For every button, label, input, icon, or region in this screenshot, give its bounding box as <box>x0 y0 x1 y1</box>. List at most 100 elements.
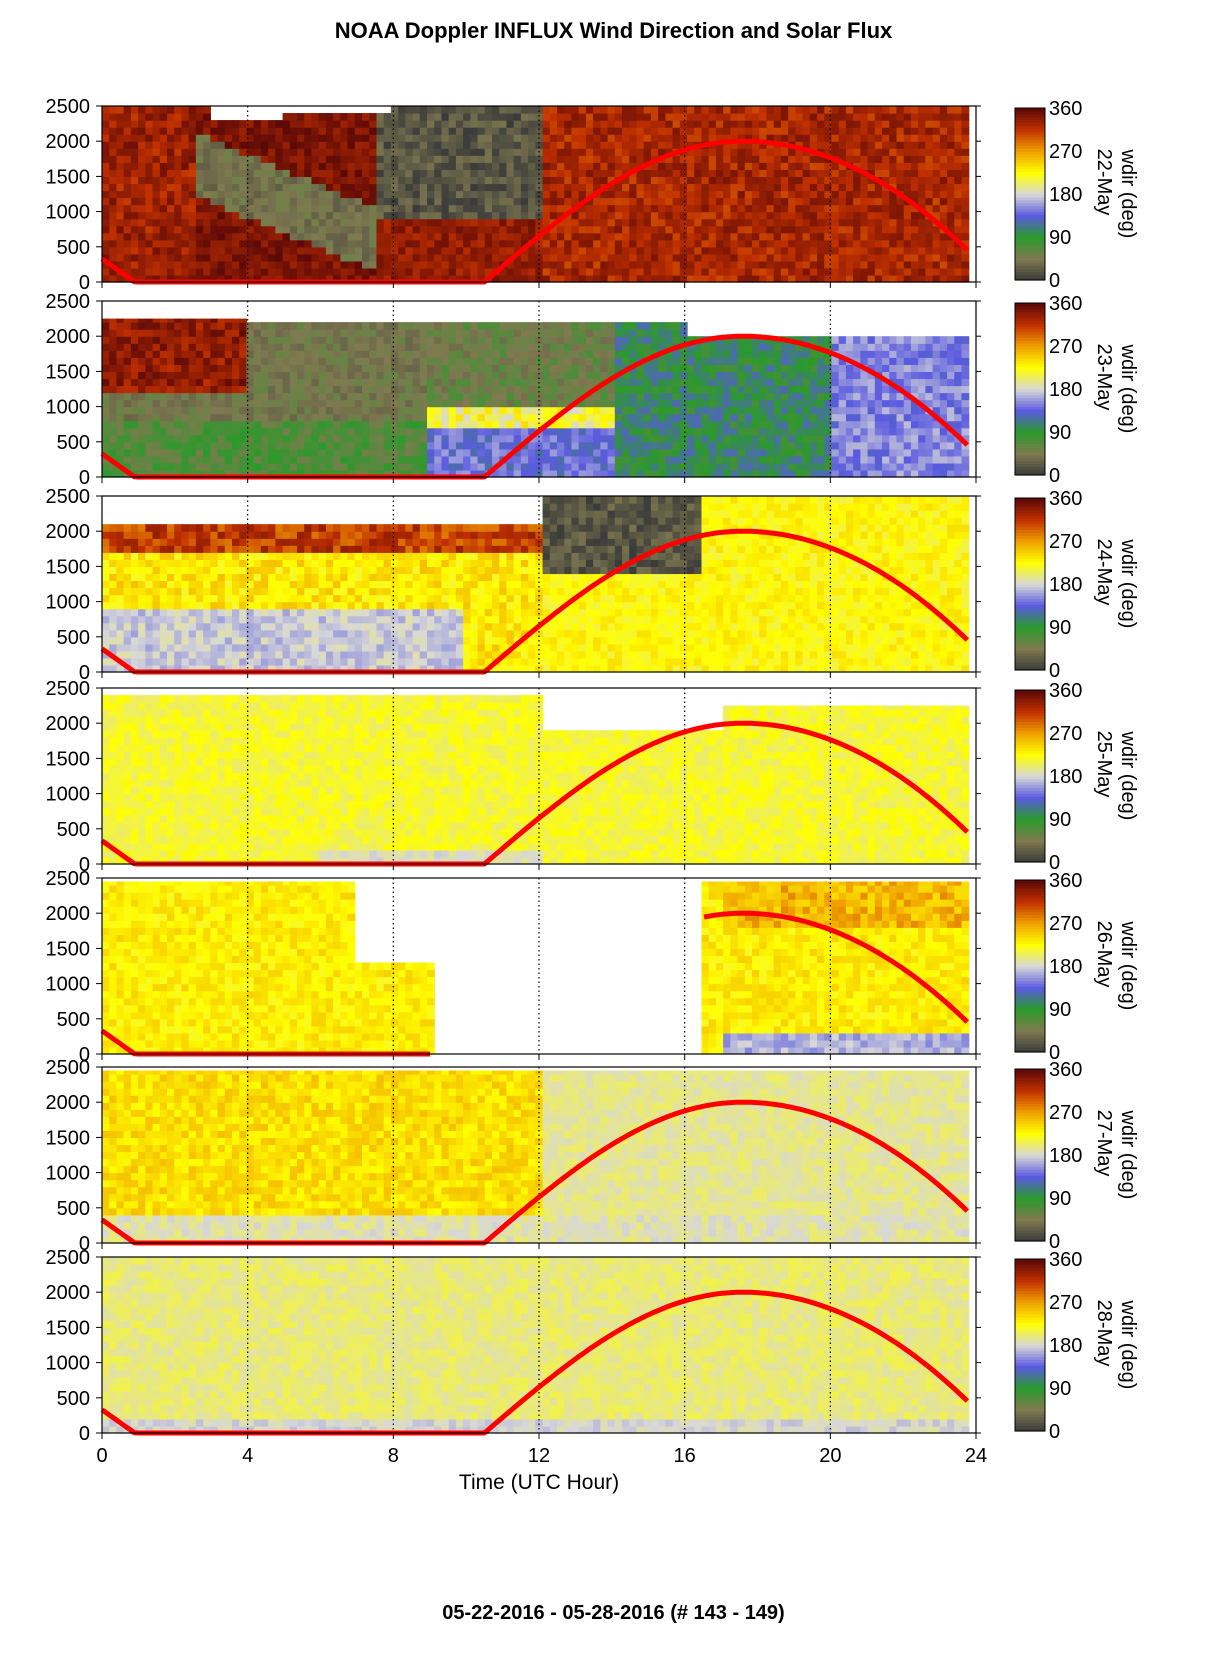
heatmap-cell <box>752 169 760 177</box>
heatmap-cell <box>506 434 515 443</box>
heatmap-cell <box>614 183 623 192</box>
heatmap-cell <box>217 329 226 337</box>
heatmap-cell <box>492 155 500 163</box>
heatmap-cell <box>831 106 840 114</box>
heatmap-cell <box>932 106 941 114</box>
heatmap-cell <box>188 462 197 471</box>
heatmap-cell <box>701 253 710 262</box>
heatmap-cell <box>318 329 327 337</box>
heatmap-cell <box>297 134 305 142</box>
heatmap-cell <box>405 267 414 276</box>
heatmap-cell <box>578 420 587 429</box>
heatmap-cell <box>427 141 435 149</box>
heatmap-cell <box>174 385 183 394</box>
heatmap-cell <box>333 197 341 206</box>
heatmap-cell <box>528 462 536 471</box>
heatmap-cell <box>752 197 760 206</box>
heatmap-cell <box>817 176 825 185</box>
heatmap-cell <box>903 204 912 213</box>
heatmap-cell <box>419 336 428 344</box>
heatmap-cell <box>232 127 240 135</box>
heatmap-cell <box>650 106 659 114</box>
heatmap-cell <box>542 329 551 337</box>
heatmap-cell <box>665 392 674 401</box>
heatmap-cell <box>116 329 125 337</box>
heatmap-cell <box>838 106 847 114</box>
heatmap-cell <box>542 434 551 443</box>
heatmap-cell <box>614 441 623 450</box>
heatmap-cell <box>499 134 508 142</box>
heatmap-cell <box>268 141 276 149</box>
colorbar-tick-label: 0 <box>1049 270 1060 292</box>
heatmap-cell <box>845 183 854 192</box>
heatmap-cell <box>484 364 493 372</box>
heatmap-cell <box>593 274 601 283</box>
heatmap-cell <box>520 336 529 344</box>
colorbar-segment <box>1015 176 1045 181</box>
heatmap-cell <box>773 176 782 185</box>
heatmap-cell <box>492 211 500 220</box>
heatmap-cell <box>925 274 934 283</box>
heatmap-cell <box>773 211 782 220</box>
heatmap-cell <box>903 267 912 276</box>
heatmap-cell <box>715 260 724 269</box>
heatmap-cell <box>578 322 587 330</box>
heatmap-cell <box>622 134 630 142</box>
heatmap-cell <box>405 420 414 429</box>
heatmap-cell <box>636 183 645 192</box>
colorbar-segment <box>1015 165 1045 169</box>
heatmap-cell <box>694 434 703 443</box>
heatmap-cell <box>102 406 110 415</box>
heatmap-cell <box>528 246 536 255</box>
heatmap-cell <box>766 232 775 241</box>
heatmap-cell <box>260 413 269 422</box>
heatmap-cell <box>325 364 334 372</box>
heatmap-cell <box>650 371 659 380</box>
heatmap-cell <box>650 232 659 241</box>
heatmap-cell <box>665 385 674 394</box>
heatmap-cell <box>593 253 601 262</box>
heatmap-cell <box>687 155 695 163</box>
heatmap-cell <box>513 260 522 269</box>
heatmap-cell <box>470 378 479 387</box>
heatmap-cell <box>571 385 580 394</box>
heatmap-cell <box>333 462 341 471</box>
heatmap-cell <box>188 260 197 269</box>
heatmap-cell <box>600 462 609 471</box>
heatmap-cell <box>896 267 905 276</box>
heatmap-cell <box>708 239 717 248</box>
heatmap-cell <box>650 204 659 213</box>
heatmap-cell <box>260 246 269 255</box>
heatmap-cell <box>116 176 125 185</box>
heatmap-cell <box>376 148 385 156</box>
heatmap-cell <box>564 239 573 248</box>
heatmap-cell <box>528 190 536 199</box>
heatmap-cell <box>629 469 638 478</box>
heatmap-cell <box>318 127 327 135</box>
heatmap-cell <box>347 441 356 450</box>
heatmap-cell <box>636 274 645 283</box>
heatmap-cell <box>744 246 753 255</box>
heatmap-cell <box>376 225 385 234</box>
heatmap-cell <box>484 176 493 185</box>
heatmap-cell <box>593 420 601 429</box>
heatmap-cell <box>455 232 464 241</box>
heatmap-cell <box>824 260 833 269</box>
heatmap-cell <box>614 253 623 262</box>
heatmap-cell <box>232 392 240 401</box>
heatmap-cell <box>455 211 464 220</box>
heatmap-cell <box>304 141 313 149</box>
heatmap-cell <box>419 371 428 380</box>
heatmap-cell <box>694 190 703 199</box>
heatmap-cell <box>203 106 211 114</box>
heatmap-cell <box>138 148 146 156</box>
heatmap-cell <box>203 364 211 372</box>
heatmap-cell <box>708 190 717 199</box>
heatmap-cell <box>564 427 573 436</box>
heatmap-cell <box>903 169 912 177</box>
heatmap-cell <box>925 239 934 248</box>
heatmap-cell <box>549 211 558 220</box>
heatmap-cell <box>470 434 479 443</box>
heatmap-cell <box>910 169 919 177</box>
heatmap-cell <box>687 462 695 471</box>
